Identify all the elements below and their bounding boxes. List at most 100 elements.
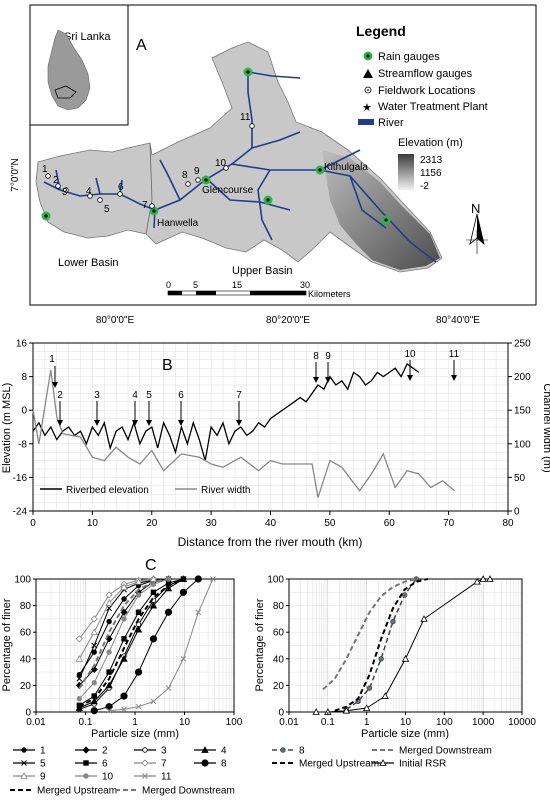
y-tick-label: 40	[273, 654, 285, 665]
legend-entry: Merged Downstream	[399, 746, 492, 757]
river-network	[43, 71, 437, 263]
data-point	[150, 698, 157, 705]
data-point	[366, 685, 373, 691]
data-point	[164, 584, 173, 592]
triangle-icon	[363, 69, 373, 78]
svg-text:3: 3	[94, 390, 100, 401]
elevation-value: 1156	[420, 168, 442, 179]
y-tick-label: 80	[273, 601, 285, 612]
series-line	[94, 578, 199, 712]
data-point	[390, 618, 396, 625]
elevation-colorbar	[398, 154, 414, 190]
data-point	[105, 681, 113, 689]
data-point	[342, 706, 351, 714]
svg-text:7: 7	[236, 390, 242, 401]
scale-tick: 5	[193, 280, 198, 290]
data-point	[473, 577, 481, 585]
data-point	[280, 747, 286, 753]
data-point	[479, 575, 487, 582]
x-tick-label: 0.1	[321, 717, 335, 728]
x-tick-label: 0.01	[26, 717, 46, 728]
site-arrow: 4	[132, 390, 138, 426]
data-point	[179, 588, 187, 596]
y-axis-label: Elevation (m MSL)	[1, 383, 13, 473]
north-label: N	[471, 201, 480, 216]
rain-gauge-icon	[41, 211, 51, 221]
data-point	[401, 592, 408, 598]
rain-gauge-markers	[41, 67, 391, 225]
elevation-title: Elevation (m)	[398, 137, 463, 149]
x-tick-label: 30	[206, 518, 218, 529]
site-number: 11	[240, 112, 251, 123]
legend-entry: River width	[201, 485, 250, 496]
svg-text:10: 10	[404, 349, 416, 360]
series-line	[78, 578, 184, 708]
x-tick-label: 1	[132, 717, 138, 728]
site-arrow: 6	[178, 390, 184, 426]
rain-gauge-icon	[149, 206, 159, 216]
y-tick-label: 0	[278, 708, 284, 719]
y-tick-label: 60	[273, 628, 285, 639]
site-number: 3	[62, 187, 68, 198]
site-number: 4	[86, 186, 92, 197]
x-axis-label: Particle size (mm)	[361, 728, 449, 740]
north-arrow-icon: N	[466, 201, 488, 254]
data-point	[142, 773, 148, 779]
series-line	[78, 578, 154, 660]
legend-entry: 8	[221, 759, 227, 770]
x-tick-label: 0.1	[79, 717, 93, 728]
data-point	[82, 746, 90, 754]
lat-label: 7°0'0"N	[10, 158, 21, 191]
scale-unit: Kilometers	[308, 289, 351, 299]
data-point	[105, 703, 113, 711]
legend-entry: 10	[102, 772, 114, 783]
basin-divide	[145, 142, 153, 235]
site-arrow: 7	[236, 390, 242, 426]
y-tick-label: 0	[25, 708, 31, 719]
x-tick-label: 100	[436, 717, 453, 728]
data-point	[90, 707, 98, 715]
legend-entry: Initial RSR	[399, 759, 446, 770]
place-label: Glencourse	[202, 185, 254, 196]
data-point	[142, 747, 148, 753]
series-line	[334, 578, 429, 712]
legend-item: Water Treatment Plant	[378, 101, 488, 113]
y-tick-label: 80	[20, 601, 32, 612]
place-label: Upper Basin	[232, 265, 293, 277]
data-point	[135, 592, 142, 598]
panel-b-label: B	[162, 357, 173, 374]
series-line	[78, 578, 169, 689]
data-point	[83, 773, 89, 779]
legend-entry: 7	[161, 759, 167, 770]
svg-text:1: 1	[49, 354, 55, 365]
panel-a-map: 1 2 3 4 5 6 7 8 9 10 11 Glencourse Kithu…	[10, 4, 537, 326]
y-tick-label: 8	[21, 372, 27, 383]
data-point	[106, 669, 112, 675]
legend-item: Fieldwork Locations	[378, 85, 476, 97]
y-tick-label: 16	[16, 339, 28, 350]
fieldwork-markers	[45, 123, 255, 209]
data-point	[91, 642, 98, 649]
data-point	[149, 635, 158, 643]
x-axis-label: Distance from the river mouth (km)	[178, 535, 363, 549]
data-point	[121, 616, 127, 622]
site-number: 2	[53, 175, 59, 186]
data-point	[379, 759, 387, 766]
lon-label: 80°40'0"E	[436, 315, 480, 326]
site-number: 8	[182, 170, 188, 181]
sri-lanka-shape	[47, 29, 91, 111]
scale-tick: 15	[232, 280, 242, 290]
y-tick-label: -24	[13, 507, 28, 518]
data-point	[210, 576, 216, 582]
y2-tick-label: 0	[514, 507, 520, 518]
rain-gauge-icon	[263, 195, 273, 205]
svg-text:8: 8	[313, 351, 319, 362]
x-tick-label: 80	[502, 518, 514, 529]
y2-tick-label: 50	[514, 473, 526, 484]
data-point	[134, 625, 143, 633]
x-tick-label: 40	[265, 518, 277, 529]
star-icon: ★	[362, 102, 372, 114]
legend-entry: 3	[161, 746, 167, 757]
site-arrow: 3	[94, 390, 100, 426]
rain-gauge-icon	[201, 175, 211, 185]
